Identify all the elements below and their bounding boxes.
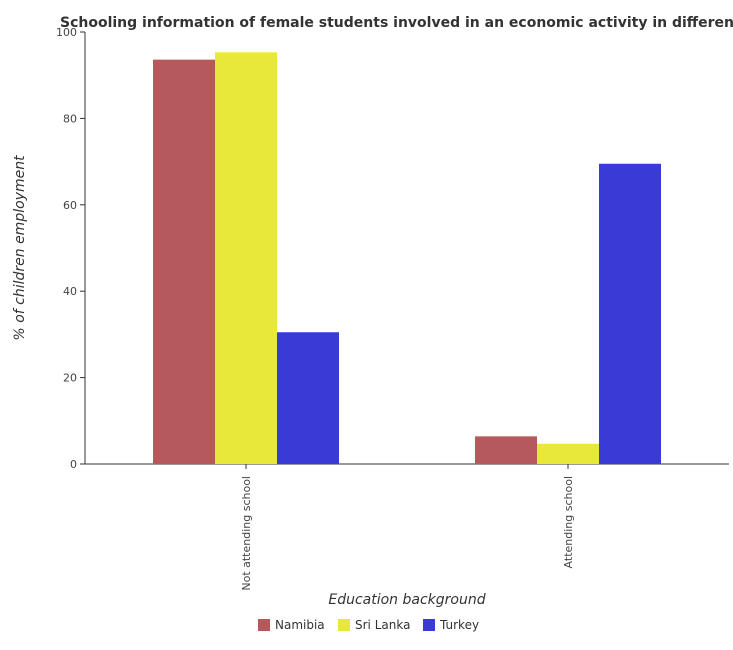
- bar-turkey-2: [599, 163, 661, 464]
- legend: Namibia Sri Lanka Turkey: [258, 618, 479, 632]
- bar-turkey-1: [277, 332, 339, 464]
- legend-label: Namibia: [275, 618, 325, 632]
- bar-namibia-2: [475, 436, 537, 464]
- y-tick-label: 100: [56, 26, 77, 39]
- legend-swatch: [423, 619, 435, 631]
- legend-item-sri-lanka: Sri Lanka: [338, 618, 410, 632]
- y-tick-label: 40: [63, 285, 77, 298]
- x-axis-title: Education background: [328, 592, 485, 608]
- chart-title: Schooling information of female students…: [60, 15, 733, 31]
- y-tick-label: 0: [70, 458, 77, 471]
- y-axis-title: % of children employment: [12, 155, 28, 341]
- legend-item-turkey: Turkey: [423, 618, 479, 632]
- bar-sri-lanka-1: [215, 52, 277, 464]
- legend-swatch: [258, 619, 270, 631]
- x-tick-label: Attending school: [562, 476, 575, 568]
- bar-namibia-1: [153, 59, 215, 464]
- y-tick-label: 80: [63, 112, 77, 125]
- y-tick-label: 20: [63, 372, 77, 385]
- x-tick-label: Not attending school: [240, 476, 253, 591]
- legend-item-namibia: Namibia: [258, 618, 325, 632]
- bar-sri-lanka-2: [537, 443, 599, 464]
- y-tick-label: 60: [63, 199, 77, 212]
- legend-label: Turkey: [439, 618, 479, 632]
- legend-swatch: [338, 619, 350, 631]
- legend-label: Sri Lanka: [355, 618, 410, 632]
- plot-area: 0 20 40 60 80 100 Not attending school Attendin…: [56, 26, 729, 591]
